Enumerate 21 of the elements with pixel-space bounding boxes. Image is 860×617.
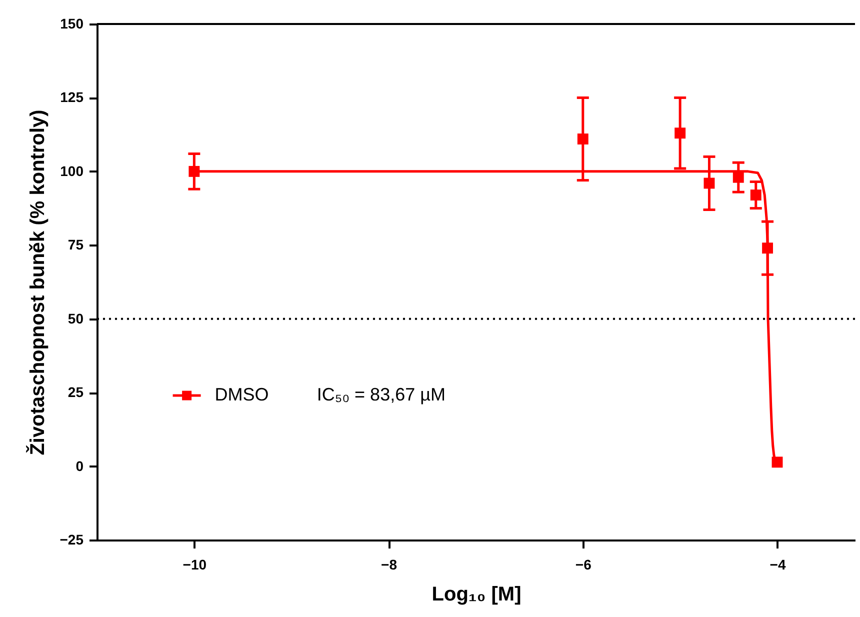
y-tick-label: 0: [76, 458, 84, 474]
x-tick-label: −4: [770, 556, 786, 572]
y-axis-title: Životaschopnost buněk (% kontroly): [26, 110, 49, 456]
legend-label: DMSO: [214, 384, 269, 405]
y-tick-label: −25: [60, 532, 84, 548]
point: [750, 190, 762, 200]
y-tick-label: 125: [60, 89, 84, 106]
y-tick-label: 100: [60, 162, 84, 179]
point: [674, 128, 686, 139]
annotation: IC₅₀ = 83,67 µM: [316, 384, 446, 405]
point: [704, 178, 715, 189]
y-tick-label: 50: [68, 310, 84, 326]
x-tick-label: −6: [575, 556, 592, 572]
x-tick-label: −10: [182, 556, 207, 572]
x-tick-label: −8: [381, 556, 398, 572]
x-axis-title: Log₁₀ [M]: [432, 584, 522, 606]
point: [577, 134, 588, 144]
y-tick-label: 25: [68, 384, 84, 400]
point: [732, 172, 744, 183]
y-tick-label: 150: [60, 16, 84, 32]
y-tick-label: 75: [68, 236, 84, 253]
